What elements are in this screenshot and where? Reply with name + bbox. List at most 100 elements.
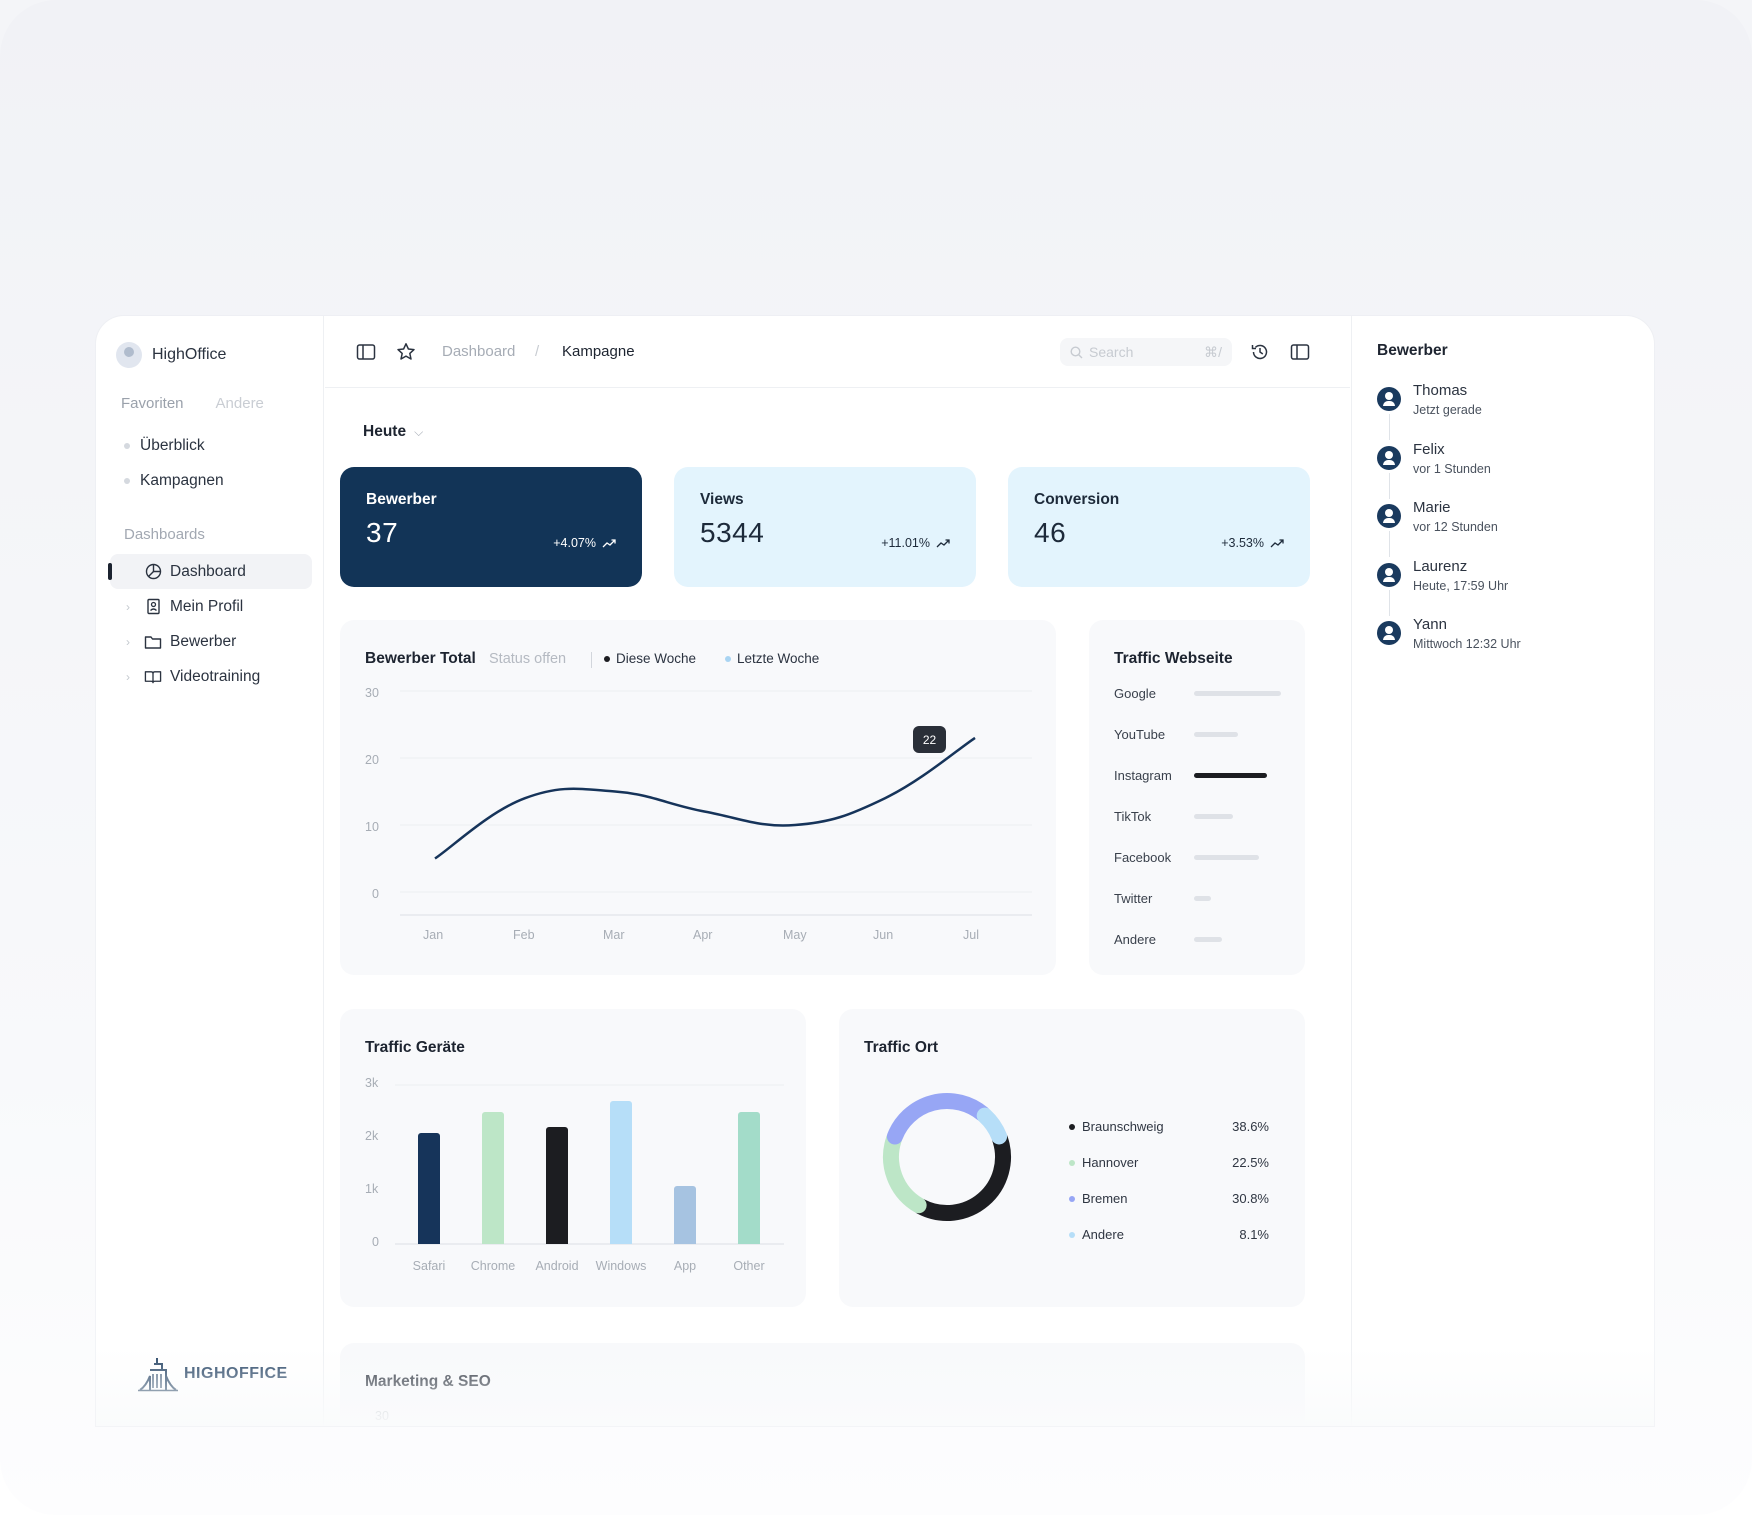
x-tick-label: App — [673, 1259, 697, 1273]
highoffice-logo: HIGHOFFICE — [138, 1356, 288, 1392]
kpi-card-bewerber[interactable]: Bewerber 37 +4.07% — [340, 467, 642, 587]
sidebar-item-videotraining[interactable]: › Videotraining — [110, 659, 312, 694]
kpi-delta-value: +11.01% — [881, 536, 930, 550]
book-open-icon — [144, 668, 162, 686]
bar-safari[interactable] — [418, 1132, 440, 1244]
sidebar-toggle-icon[interactable] — [356, 342, 376, 362]
bar-app[interactable] — [674, 1185, 696, 1244]
timeline-connector — [1389, 589, 1390, 616]
workspace-name: HighOffice — [152, 346, 227, 363]
series-line-diese-woche — [434, 736, 976, 860]
kpi-delta: +3.53% — [1221, 536, 1284, 550]
marketing-seo-title: Marketing & SEO — [365, 1373, 491, 1390]
donut-slice-andere[interactable] — [976, 1107, 1008, 1145]
search-shortcut: ⌘/ — [1204, 343, 1222, 360]
traffic-webseite-title: Traffic Webseite — [1114, 650, 1233, 667]
legend-row[interactable]: Hannover 22.5% — [1069, 1155, 1269, 1170]
trend-up-icon — [602, 539, 616, 548]
applicant-name: Felix — [1413, 440, 1445, 458]
timeline-connector — [1389, 472, 1390, 499]
favorites-tabs: Favoriten Andere — [121, 395, 264, 412]
y-tick-label: 30 — [365, 686, 379, 700]
pie-chart-icon — [144, 563, 162, 581]
applicant-item[interactable]: Thomas Jetzt gerade — [1377, 382, 1482, 417]
traffic-ort-title: Traffic Ort — [864, 1039, 939, 1056]
applicant-text: Yann Mittwoch 12:32 Uhr — [1413, 616, 1521, 651]
kpi-title: Views — [700, 491, 744, 508]
kpi-card-views[interactable]: Views 5344 +11.01% — [674, 467, 976, 587]
legend-row[interactable]: Bremen 30.8% — [1069, 1191, 1269, 1206]
breadcrumb-parent[interactable]: Dashboard — [442, 343, 516, 360]
applicant-item[interactable]: Yann Mittwoch 12:32 Uhr — [1377, 616, 1521, 651]
legend-name: Braunschweig — [1082, 1119, 1164, 1134]
applicant-text: Marie vor 12 Stunden — [1413, 499, 1498, 534]
y-tick-label: 30 — [375, 1409, 389, 1423]
donut-chart — [883, 1093, 1011, 1221]
dashboards-section-title: Dashboards — [124, 526, 205, 543]
legend-row[interactable]: Braunschweig 38.6% — [1069, 1119, 1269, 1134]
traffic-source-row[interactable]: Andere — [1114, 932, 1222, 947]
legend-dot — [1069, 1123, 1075, 1130]
history-icon[interactable] — [1250, 342, 1270, 362]
donut-slice-hannover[interactable] — [883, 1131, 927, 1214]
x-tick-label: Safari — [412, 1259, 446, 1273]
dashboards-list: Dashboard › Mein Profil › Bewerber › — [108, 554, 312, 694]
sidebar: HighOffice Favoriten Andere Überblick Ka… — [96, 316, 324, 1426]
line-tooltip: 22 — [913, 726, 946, 753]
applicant-time: vor 1 Stunden — [1413, 461, 1491, 476]
traffic-source-row[interactable]: Google — [1114, 686, 1281, 701]
legend-row[interactable]: Andere 8.1% — [1069, 1227, 1269, 1242]
x-tick-label: Jan — [423, 928, 444, 942]
traffic-source-row[interactable]: Twitter — [1114, 891, 1211, 906]
donut-slice-bremen[interactable] — [886, 1093, 991, 1145]
donut-slice-braunschweig[interactable] — [913, 1131, 1011, 1221]
breadcrumb-separator: / — [535, 343, 540, 360]
tab-favoriten[interactable]: Favoriten — [121, 395, 184, 412]
y-tick-label: 3k — [365, 1076, 379, 1090]
y-tick-label: 20 — [365, 753, 379, 767]
legend-value: 22.5% — [1232, 1155, 1269, 1170]
applicant-item[interactable]: Felix vor 1 Stunden — [1377, 441, 1491, 476]
traffic-source-row[interactable]: TikTok — [1114, 809, 1233, 824]
applicant-item[interactable]: Marie vor 12 Stunden — [1377, 499, 1498, 534]
traffic-ort-card: Traffic Ort Braunschweig 38.6% Hannover 22.… — [839, 1009, 1305, 1307]
traffic-source-name: Facebook — [1114, 850, 1172, 865]
applicant-name: Laurenz — [1413, 557, 1468, 575]
applicant-name: Thomas — [1413, 382, 1468, 399]
traffic-source-row[interactable]: YouTube — [1114, 727, 1238, 742]
search-input[interactable]: Search ⌘/ — [1060, 338, 1232, 366]
traffic-source-bar — [1194, 732, 1238, 737]
kpi-delta: +4.07% — [553, 536, 616, 550]
kpi-title: Conversion — [1034, 491, 1120, 508]
bar-chrome[interactable] — [482, 1111, 504, 1244]
legend-diese-woche[interactable]: Diese Woche — [616, 651, 697, 666]
traffic-source-row[interactable]: Facebook — [1114, 850, 1259, 865]
bar-android[interactable] — [546, 1127, 568, 1244]
sidebar-item-bewerber[interactable]: › Bewerber — [110, 624, 312, 659]
applicant-item[interactable]: Laurenz Heute, 17:59 Uhr — [1377, 558, 1508, 593]
applicant-time: Heute, 17:59 Uhr — [1413, 578, 1509, 593]
kpi-card-conversion[interactable]: Conversion 46 +3.53% — [1008, 467, 1310, 587]
workspace-switcher[interactable]: HighOffice — [116, 342, 226, 368]
sidebar-item-ueberblick[interactable]: Überblick — [124, 428, 224, 463]
y-tick-label: 1k — [365, 1182, 379, 1196]
traffic-source-row[interactable]: Instagram — [1114, 768, 1267, 783]
bar-other[interactable] — [738, 1111, 760, 1244]
traffic-geraete-card: Traffic Geräte 3k 2k 1k 0 Safari Chrome An… — [340, 1009, 806, 1307]
bar-windows[interactable] — [610, 1100, 632, 1244]
kpi-title: Bewerber — [366, 491, 437, 508]
sidebar-item-mein-profil[interactable]: › Mein Profil — [110, 589, 312, 624]
sidebar-item-dashboard[interactable]: Dashboard — [108, 554, 312, 589]
timeline-connector — [1389, 414, 1390, 440]
legend-divider — [591, 652, 592, 668]
user-avatar-icon — [1377, 387, 1401, 411]
sidebar-item-kampagnen[interactable]: Kampagnen — [124, 463, 224, 498]
legend-value: 38.6% — [1232, 1119, 1269, 1134]
legend-letzte-woche[interactable]: Letzte Woche — [737, 651, 820, 666]
line-chart-status[interactable]: Status offen — [489, 651, 567, 667]
building-logo-icon — [138, 1358, 178, 1392]
panel-toggle-icon[interactable] — [1290, 342, 1310, 362]
tab-andere[interactable]: Andere — [215, 395, 264, 412]
star-icon[interactable] — [396, 342, 416, 362]
period-select[interactable]: Heute ⌵ — [363, 423, 423, 441]
